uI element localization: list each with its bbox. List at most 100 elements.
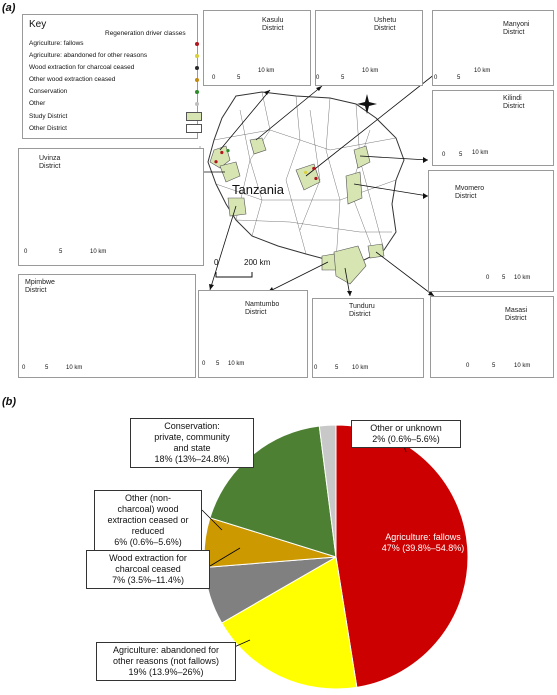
scale-label-mid: 5 bbox=[459, 152, 463, 158]
scale-label-end: 10 km bbox=[474, 68, 491, 74]
key-row-other-district: Other District bbox=[29, 124, 205, 133]
key-dot-charcoal bbox=[195, 65, 199, 70]
key-row-other-wood: Other wood extraction ceased bbox=[29, 76, 205, 83]
pie-label-2: Wood extraction for charcoal ceased 7% (… bbox=[86, 550, 210, 589]
site-dot bbox=[312, 166, 316, 171]
study-district-uvinza bbox=[219, 161, 241, 183]
scale-label-mid: 5 bbox=[341, 75, 345, 81]
scale-label-end: 10 km bbox=[472, 150, 489, 156]
key-swatch-other bbox=[186, 124, 202, 133]
site-dot bbox=[304, 170, 308, 175]
district-name-ushetu: Ushetu District bbox=[374, 17, 397, 32]
key-dot-fallows bbox=[195, 41, 199, 46]
scale-label-zero: 0 bbox=[466, 363, 470, 369]
inset-namtumbo: Namtumbo District bbox=[198, 290, 308, 378]
study-district-tunduru bbox=[333, 245, 367, 285]
scale-label-end: 10 km bbox=[362, 68, 379, 74]
key-title: Key bbox=[29, 19, 47, 30]
district-name-mvomero: Mvomero District bbox=[455, 185, 485, 200]
scale-label-end: 10 km bbox=[228, 361, 245, 367]
key-dot-abandoned bbox=[195, 53, 199, 58]
pie-slice-2 bbox=[203, 556, 337, 624]
country-scale-zero: 0 bbox=[214, 258, 219, 267]
inset-tunduru: Tunduru District bbox=[312, 298, 424, 378]
panel-a-label: (a) bbox=[2, 2, 16, 14]
scale-label-end: 10 km bbox=[352, 365, 369, 371]
scale-label-mid: 5 bbox=[216, 361, 220, 367]
scale-label-end: 10 km bbox=[90, 249, 107, 255]
scale-label-mid: 5 bbox=[237, 75, 241, 81]
key-dot-other-wood bbox=[195, 77, 199, 82]
map-key: Key Regeneration driver classes Agricult… bbox=[22, 14, 202, 139]
country-scale-label: 200 km bbox=[244, 258, 271, 267]
district-name-kilindi: Kilindi District bbox=[503, 95, 525, 110]
country-scale-bar bbox=[215, 272, 253, 278]
district-name-masasi: Masasi District bbox=[505, 307, 528, 322]
pie-label-1: Agriculture: abandoned for other reasons… bbox=[96, 642, 236, 681]
scale-label-end: 10 km bbox=[66, 365, 83, 371]
district-name-namtumbo: Namtumbo District bbox=[245, 301, 280, 316]
study-district-mvomero bbox=[345, 171, 363, 205]
pie-label-0: Agriculture: fallows 47% (39.8%–54.8%) bbox=[381, 532, 465, 553]
scale-label-mid: 5 bbox=[45, 365, 49, 371]
scale-label-zero: 0 bbox=[434, 75, 438, 81]
study-district-masasi bbox=[367, 243, 385, 259]
inset-kasulu: Kasulu District bbox=[203, 10, 311, 86]
pie-slice-3 bbox=[203, 517, 337, 568]
district-name-tunduru: Tunduru District bbox=[349, 303, 375, 318]
key-dot-conservation bbox=[195, 89, 199, 94]
inset-manyoni: Manyoni District bbox=[432, 10, 554, 86]
scale-label-mid: 5 bbox=[335, 365, 339, 371]
key-row-fallows: Agriculture: fallows bbox=[29, 40, 205, 47]
inset-ushetu: Ushetu District bbox=[315, 10, 423, 86]
key-row-abandoned: Agriculture: abandoned for other reasons bbox=[29, 52, 205, 59]
scale-label-zero: 0 bbox=[24, 249, 28, 255]
pie-label-4: Conservation: private, community and sta… bbox=[130, 418, 254, 468]
country-label: Tanzania bbox=[232, 182, 285, 197]
pie-leader-2 bbox=[209, 547, 241, 567]
district-name-manyoni: Manyoni District bbox=[503, 21, 530, 36]
north-arrow-icon bbox=[357, 94, 377, 114]
scale-label-mid: 5 bbox=[457, 75, 461, 81]
site-dot bbox=[226, 149, 230, 153]
scale-label-zero: 0 bbox=[22, 365, 26, 371]
site-dot bbox=[214, 160, 218, 164]
pie-leader-3 bbox=[201, 509, 223, 531]
study-district-manyoni bbox=[295, 163, 321, 191]
scale-label-end: 10 km bbox=[258, 68, 275, 74]
site-dot bbox=[220, 150, 224, 155]
key-row-study-district: Study District bbox=[29, 112, 205, 121]
district-name-mpimbwe: Mpimbwe District bbox=[25, 279, 55, 294]
scale-label-zero: 0 bbox=[316, 75, 320, 81]
site-dot bbox=[314, 176, 318, 181]
inset-mpimbwe: Mpimbwe District bbox=[18, 274, 196, 378]
scale-label-mid: 5 bbox=[492, 363, 496, 369]
scale-label-zero: 0 bbox=[212, 75, 216, 81]
key-subtitle: Regeneration driver classes bbox=[105, 30, 186, 37]
scale-label-zero: 0 bbox=[202, 361, 206, 367]
inset-masasi: Masasi District bbox=[430, 296, 554, 378]
pie-slice-5 bbox=[318, 424, 337, 558]
scale-label-zero: 0 bbox=[442, 152, 446, 158]
scale-label-zero: 0 bbox=[486, 275, 490, 281]
scale-label-end: 10 km bbox=[514, 275, 531, 281]
pie-label-3: Other (non- charcoal) wood extraction ce… bbox=[94, 490, 202, 551]
key-swatch-study bbox=[186, 112, 202, 121]
study-district-kilindi bbox=[353, 145, 371, 169]
pie-slice-0 bbox=[335, 424, 469, 688]
pie-label-5: Other or unknown 2% (0.6%–5.6%) bbox=[351, 420, 461, 448]
key-dot-other bbox=[195, 101, 199, 106]
inset-uvinza: Uvinza District bbox=[18, 148, 204, 266]
key-row-charcoal: Wood extraction for charcoal ceased bbox=[29, 64, 205, 71]
inset-mvomero: Mvomero District bbox=[428, 170, 554, 292]
district-name-kasulu: Kasulu District bbox=[262, 17, 284, 32]
scale-label-mid: 5 bbox=[502, 275, 506, 281]
key-row-other: Other bbox=[29, 100, 205, 107]
key-row-conservation: Conservation bbox=[29, 88, 205, 95]
inset-kilindi: Kilindi District bbox=[432, 90, 554, 166]
pie-slice-1 bbox=[221, 556, 358, 690]
scale-label-mid: 5 bbox=[59, 249, 63, 255]
study-district-mpimbwe bbox=[227, 197, 247, 217]
scale-label-zero: 0 bbox=[314, 365, 318, 371]
district-name-uvinza: Uvinza District bbox=[39, 155, 61, 170]
